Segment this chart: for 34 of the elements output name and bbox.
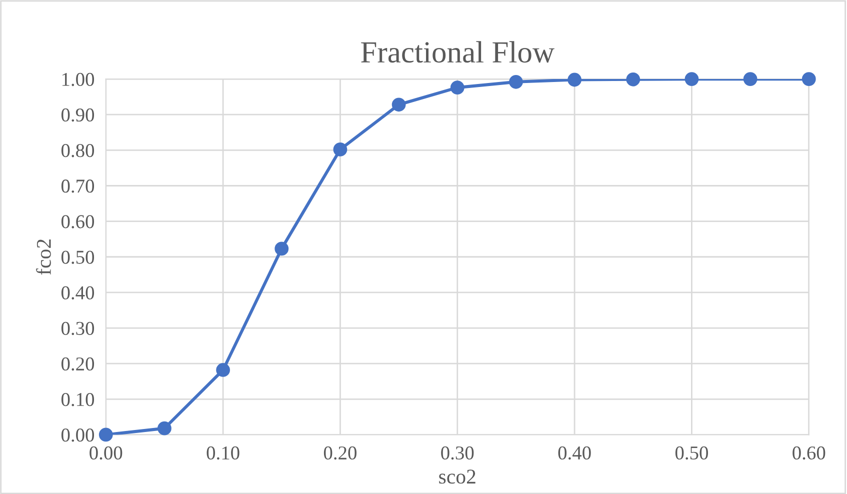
y-tick-label: 0.00 (61, 428, 94, 442)
point (568, 72, 582, 87)
point (98, 428, 113, 442)
y-axis-title: fco2 (36, 240, 51, 275)
x-tick-label: 0.20 (324, 446, 356, 460)
chart-title: Fractional Flow (361, 41, 554, 63)
point (333, 142, 348, 156)
point (802, 72, 816, 86)
y-tick-label: 0.40 (61, 286, 94, 300)
x-tick-label: 0.40 (558, 446, 591, 460)
point (509, 74, 523, 89)
point (158, 421, 172, 436)
y-tick-label: 0.60 (61, 215, 94, 228)
point (274, 242, 289, 256)
y-tick-label: 0.90 (61, 108, 94, 122)
x-axis-title: sco2 (439, 470, 476, 484)
x-tick-label: 0.10 (206, 446, 240, 460)
y-tick-label: 0.70 (61, 180, 94, 193)
y-tick-label: 1.00 (62, 72, 94, 86)
y-tick-label: 0.80 (61, 144, 94, 158)
x-tick-label: 0.30 (441, 446, 474, 460)
x-tick-label: 0.00 (90, 446, 122, 460)
point (216, 363, 230, 377)
point (392, 98, 406, 112)
point (626, 72, 640, 86)
y-tick-label: 0.50 (61, 250, 94, 264)
y-tick-label: 0.10 (61, 392, 94, 406)
point (450, 80, 464, 95)
x-tick-label: 0.50 (675, 446, 708, 460)
point (743, 72, 758, 86)
x-tick-label: 0.60 (792, 446, 826, 460)
y-tick-label: 0.30 (61, 322, 94, 336)
y-tick-label: 0.20 (61, 357, 94, 371)
point (684, 72, 699, 86)
